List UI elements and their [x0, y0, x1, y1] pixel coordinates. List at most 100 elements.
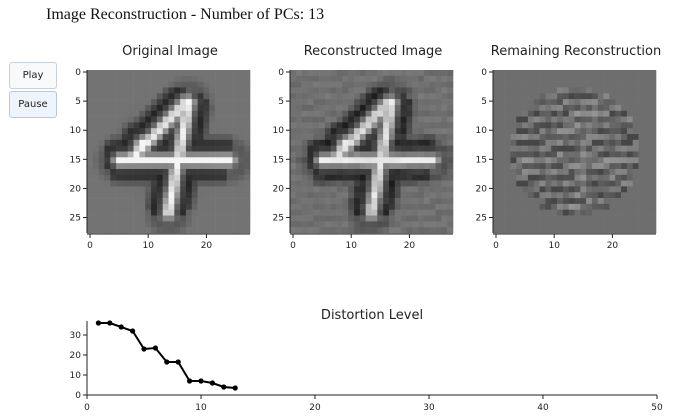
heatmap-cell	[209, 227, 216, 234]
heatmap-cell	[162, 227, 169, 234]
heatmap-cell	[597, 151, 604, 158]
heatmap-cell	[609, 203, 616, 211]
heatmap-cell	[174, 163, 181, 170]
heatmap-cell	[400, 151, 407, 158]
heatmap-cell	[365, 104, 372, 112]
heatmap-cell	[139, 116, 146, 123]
heatmap-cell	[644, 174, 651, 181]
heatmap-cell	[98, 81, 105, 88]
heatmap-cell	[418, 145, 425, 152]
heatmap-cell	[621, 128, 628, 135]
heatmap-cell	[533, 174, 540, 181]
heatmap-cell	[174, 104, 181, 112]
pause-button[interactable]: Pause	[9, 91, 57, 118]
heatmap-cell	[354, 134, 361, 141]
heatmap-cell	[365, 134, 372, 141]
heatmap-cell	[110, 75, 117, 82]
heatmap-cell	[180, 186, 187, 193]
heatmap-cell	[127, 151, 134, 158]
heatmap-cell	[447, 93, 454, 100]
heatmap-cell	[191, 104, 198, 112]
heatmap-cell	[295, 215, 302, 222]
heatmap-cell	[603, 203, 610, 211]
heatmap-cell	[87, 110, 94, 117]
heatmap-cell	[371, 70, 378, 77]
heatmap-cell	[87, 81, 94, 88]
heatmap-cell	[226, 99, 233, 106]
heatmap-cell	[348, 87, 355, 94]
heatmap-cell	[133, 198, 140, 205]
play-button[interactable]: Play	[9, 62, 57, 89]
heatmap-cell	[92, 221, 99, 228]
heatmap-cell	[244, 75, 251, 82]
heatmap-cell	[533, 227, 540, 234]
heatmap-cell	[632, 145, 639, 152]
heatmap-cell	[348, 134, 355, 141]
heatmap-cell	[87, 168, 94, 176]
heatmap-cell	[557, 168, 564, 176]
heatmap-cell	[562, 174, 569, 181]
heatmap-cell	[615, 75, 622, 82]
heatmap-cell	[232, 227, 239, 234]
heatmap-cell	[127, 215, 134, 222]
heatmap-cell	[295, 203, 302, 211]
heatmap-cell	[220, 104, 228, 112]
heatmap-cell	[516, 122, 523, 129]
heatmap-cell	[156, 215, 163, 222]
heatmap-cell	[121, 70, 129, 77]
heatmap-cell	[574, 168, 581, 176]
heatmap-cell	[574, 174, 581, 181]
heatmap-cell	[371, 110, 378, 117]
heatmap-cell	[638, 192, 645, 199]
heatmap-cell	[632, 209, 639, 216]
heatmap-cell	[220, 221, 228, 228]
heatmap-cell	[423, 163, 431, 170]
heatmap-cell	[557, 180, 564, 187]
heatmap-cell	[121, 116, 129, 123]
heatmap-cell	[371, 93, 378, 100]
heatmap-cell	[650, 70, 657, 77]
heatmap-cell	[539, 215, 546, 222]
heatmap-cell	[562, 221, 569, 228]
heatmap-cell	[87, 209, 94, 216]
heatmap-cell	[650, 81, 657, 88]
heatmap-cell	[324, 209, 332, 216]
heatmap-cell	[133, 139, 140, 146]
heatmap-cell	[545, 174, 552, 181]
heatmap-cell	[412, 116, 419, 123]
heatmap-cell	[580, 145, 587, 152]
heatmap-cell	[557, 75, 564, 82]
heatmap-cell	[290, 209, 297, 216]
heatmap-cell	[383, 209, 390, 216]
heatmap-cell	[301, 75, 308, 82]
heatmap-cell	[429, 110, 436, 117]
heatmap-cell	[191, 209, 198, 216]
heatmap-cell	[116, 198, 123, 205]
heatmap-cell	[151, 122, 158, 129]
heatmap-cell	[191, 70, 198, 77]
distortion-data-point	[175, 359, 181, 365]
heatmap-cell	[220, 180, 228, 187]
heatmap-cell	[597, 186, 604, 193]
heatmap-cell	[307, 198, 314, 205]
heatmap-cell	[354, 227, 361, 234]
heatmap-cell	[394, 215, 401, 222]
heatmap-cell	[533, 128, 540, 135]
heatmap-cell	[516, 70, 523, 77]
heatmap-cell	[516, 139, 523, 146]
heatmap-cell	[504, 75, 511, 82]
heatmap-cell	[145, 110, 152, 117]
heatmap-cell	[621, 139, 628, 146]
heatmap-cell	[516, 145, 523, 152]
heatmap-cell	[412, 186, 419, 193]
heatmap-cell	[197, 180, 204, 187]
heatmap-cell	[441, 227, 448, 234]
heatmap-cell	[516, 192, 523, 199]
heatmap-cell	[203, 134, 210, 141]
heatmap-cell	[121, 192, 129, 199]
heatmap-cell	[522, 70, 529, 77]
heatmap-cell	[632, 128, 639, 135]
heatmap-cell	[168, 99, 175, 106]
heatmap-cell	[591, 221, 599, 228]
heatmap-cell	[644, 110, 651, 117]
